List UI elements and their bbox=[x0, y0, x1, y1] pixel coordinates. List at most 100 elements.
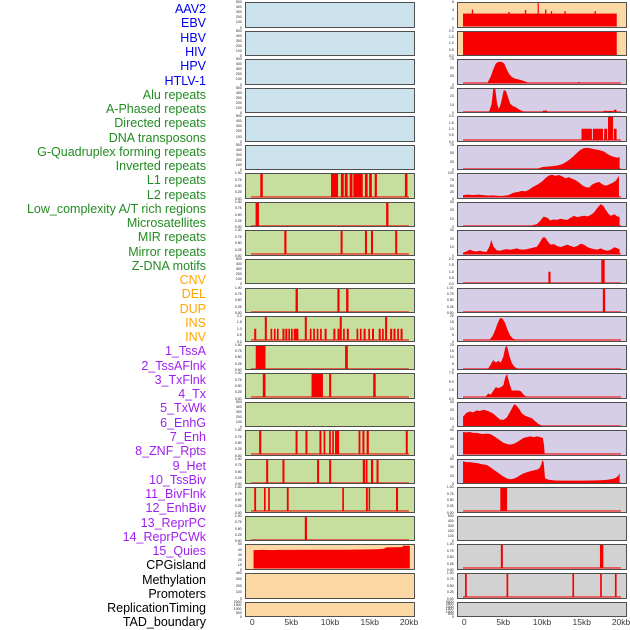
y-tick-label: 500 bbox=[448, 514, 454, 518]
track-data-hpv bbox=[246, 117, 414, 141]
y-tick-label: 6 bbox=[452, 0, 454, 4]
y-tick-label: 0.50 bbox=[447, 555, 454, 559]
y-tick-label: 10 bbox=[450, 355, 454, 360]
row-label-aav2: AAV2 bbox=[174, 2, 206, 17]
y-tick-label: 0.25 bbox=[235, 247, 242, 252]
track-plot-a-phased-repeats bbox=[245, 201, 415, 228]
y-tick-label: 5 bbox=[452, 333, 454, 337]
row-label-low-complexity-a-t-rich-regions: Low_complexity A/T rich regions bbox=[26, 201, 206, 216]
y-tick-label: 0.00 bbox=[447, 511, 454, 515]
y-tick-label: 0 bbox=[240, 596, 242, 601]
row-label-hbv: HBV bbox=[180, 30, 206, 45]
row-label-inv: INV bbox=[185, 330, 206, 345]
track-plot-7-enh bbox=[457, 230, 627, 256]
track-data-tad-boundary bbox=[458, 603, 626, 617]
y-tick-label: 0.50 bbox=[235, 184, 242, 188]
y-tick-label: 0 bbox=[452, 539, 454, 544]
y-tick-label: 0.75 bbox=[235, 235, 242, 239]
y-tick-label: 30 bbox=[450, 399, 454, 404]
y-tick-label: 0.75 bbox=[447, 549, 454, 553]
y-tick-label: 100 bbox=[236, 49, 242, 53]
y-tick-label: 0.75 bbox=[235, 292, 242, 296]
row-label-dup: DUP bbox=[179, 301, 206, 316]
x-axis-label-15kb: 15kb bbox=[360, 616, 379, 627]
y-tick-label: 0.50 bbox=[235, 241, 242, 245]
y-ticks-replicationtiming: 1.00 0.75 0.50 0.25 0.00 bbox=[434, 571, 455, 600]
y-tick-label: 10 bbox=[450, 245, 454, 250]
y-tick-label: 0.00 bbox=[235, 254, 242, 258]
y-tick-label: 20 bbox=[450, 94, 454, 98]
track-plot-10-tssbiv bbox=[457, 316, 627, 342]
y-tick-label: 0.50 bbox=[447, 498, 454, 502]
y-tick-label: 0.0 bbox=[449, 139, 454, 144]
y-tick-label: 100 bbox=[448, 534, 454, 539]
row-label-g-quadruplex-forming-repeats: G-Quadruplex forming repeats bbox=[37, 144, 206, 159]
y-tick-label: 500 bbox=[448, 612, 454, 617]
y-ticks-7-enh: 30 20 10 0 bbox=[434, 229, 455, 258]
track-data-14-reprpcwk bbox=[463, 432, 621, 455]
y-tick-label: 0.00 bbox=[447, 311, 454, 315]
y-ticks-10-tssbiv: 20 15 10 5 0 bbox=[434, 314, 455, 343]
track-data-mir-repeats bbox=[251, 459, 409, 484]
y-tick-label: 0.5 bbox=[449, 47, 454, 52]
y-tick-label: 200 bbox=[236, 584, 242, 588]
y-ticks-inverted-repeats: 2.0 1.5 1.0 0.5 0.0 bbox=[222, 314, 243, 343]
y-tick-label: 1.0 bbox=[449, 127, 454, 131]
y-tick-label: 20 bbox=[450, 208, 454, 213]
y-tick-label: 1.5 bbox=[237, 320, 242, 325]
track-data-g-quadruplex-forming-repeats bbox=[251, 288, 409, 312]
row-label-13-reprpc: 13_ReprPC bbox=[140, 515, 206, 530]
track-plot-1-tssa bbox=[457, 59, 627, 85]
y-tick-label: 20 bbox=[238, 557, 242, 562]
y-tick-label: 0 bbox=[452, 254, 454, 258]
y-tick-label: 2 bbox=[452, 17, 454, 21]
y-tick-label: 10 bbox=[450, 327, 454, 331]
row-label-4-tx: 4_Tx bbox=[178, 387, 206, 402]
y-tick-label: 0.00 bbox=[447, 568, 454, 572]
track-plot-promoters bbox=[457, 544, 627, 570]
track-data-6-enhg bbox=[463, 204, 621, 227]
track-data-ebv bbox=[246, 32, 414, 56]
y-tick-label: 300 bbox=[236, 577, 242, 582]
y-ticks-methylation: 500 400 300 200 100 0 bbox=[434, 514, 455, 544]
track-plot-inv bbox=[457, 30, 627, 57]
y-tick-label: 2500 bbox=[446, 602, 454, 606]
y-tick-label: 75 bbox=[450, 143, 454, 147]
y-tick-label: 0.25 bbox=[235, 447, 242, 452]
track-data-11-bivflnk bbox=[463, 345, 621, 370]
y-tick-label: 500 bbox=[236, 85, 242, 90]
y-tick-label: 200 bbox=[236, 44, 242, 48]
track-data-directed-repeats bbox=[251, 231, 409, 255]
y-tick-label: 500 bbox=[236, 143, 242, 147]
track-data-13-reprpc bbox=[463, 403, 621, 427]
row-label-methylation: Methylation bbox=[142, 572, 206, 587]
y-tick-label: 200 bbox=[236, 272, 242, 276]
row-label-alu-repeats: Alu repeats bbox=[142, 87, 206, 102]
row-label-15-quies: 15_Quies bbox=[152, 544, 206, 559]
y-ticks-13-reprpc: 30 20 10 0 bbox=[434, 399, 455, 429]
y-tick-label: 0.50 bbox=[235, 526, 242, 531]
y-ticks-2-tssaflnk: 30 20 10 0 bbox=[434, 86, 455, 115]
y-ticks-3-txflnk: 2.0 1.5 1.0 0.5 0.0 bbox=[434, 114, 455, 144]
y-ticks-del: 400 300 200 100 0 bbox=[222, 571, 243, 601]
y-tick-label: 0.50 bbox=[235, 441, 242, 445]
x-axis-label-5kb: 5kb bbox=[496, 616, 511, 627]
row-label-del: DEL bbox=[181, 287, 206, 302]
track-plot-htlv-1 bbox=[245, 144, 415, 171]
y-tick-label: 1.00 bbox=[235, 200, 242, 204]
y-tick-label: 2.5 bbox=[449, 388, 454, 392]
track-data-a-phased-repeats bbox=[251, 202, 409, 227]
y-tick-label: 500 bbox=[236, 57, 242, 61]
y-tick-label: 0 bbox=[240, 168, 242, 173]
y-tick-label: 0.75 bbox=[235, 177, 242, 182]
track-data-replicationtiming bbox=[463, 574, 621, 598]
track-plot-inverted-repeats bbox=[245, 316, 415, 342]
y-ticks-5-txwk: 100 75 50 25 0 bbox=[434, 172, 455, 201]
y-tick-label: 0.00 bbox=[235, 539, 242, 544]
track-plot-l1-repeats bbox=[245, 344, 415, 371]
y-tick-label: 0.25 bbox=[447, 590, 454, 594]
y-tick-label: 0 bbox=[240, 139, 242, 144]
row-label-l1-repeats: L1 repeats bbox=[146, 173, 206, 188]
y-tick-label: 0.50 bbox=[235, 469, 242, 474]
row-label-z-dna-motifs: Z-DNA motifs bbox=[131, 258, 206, 273]
